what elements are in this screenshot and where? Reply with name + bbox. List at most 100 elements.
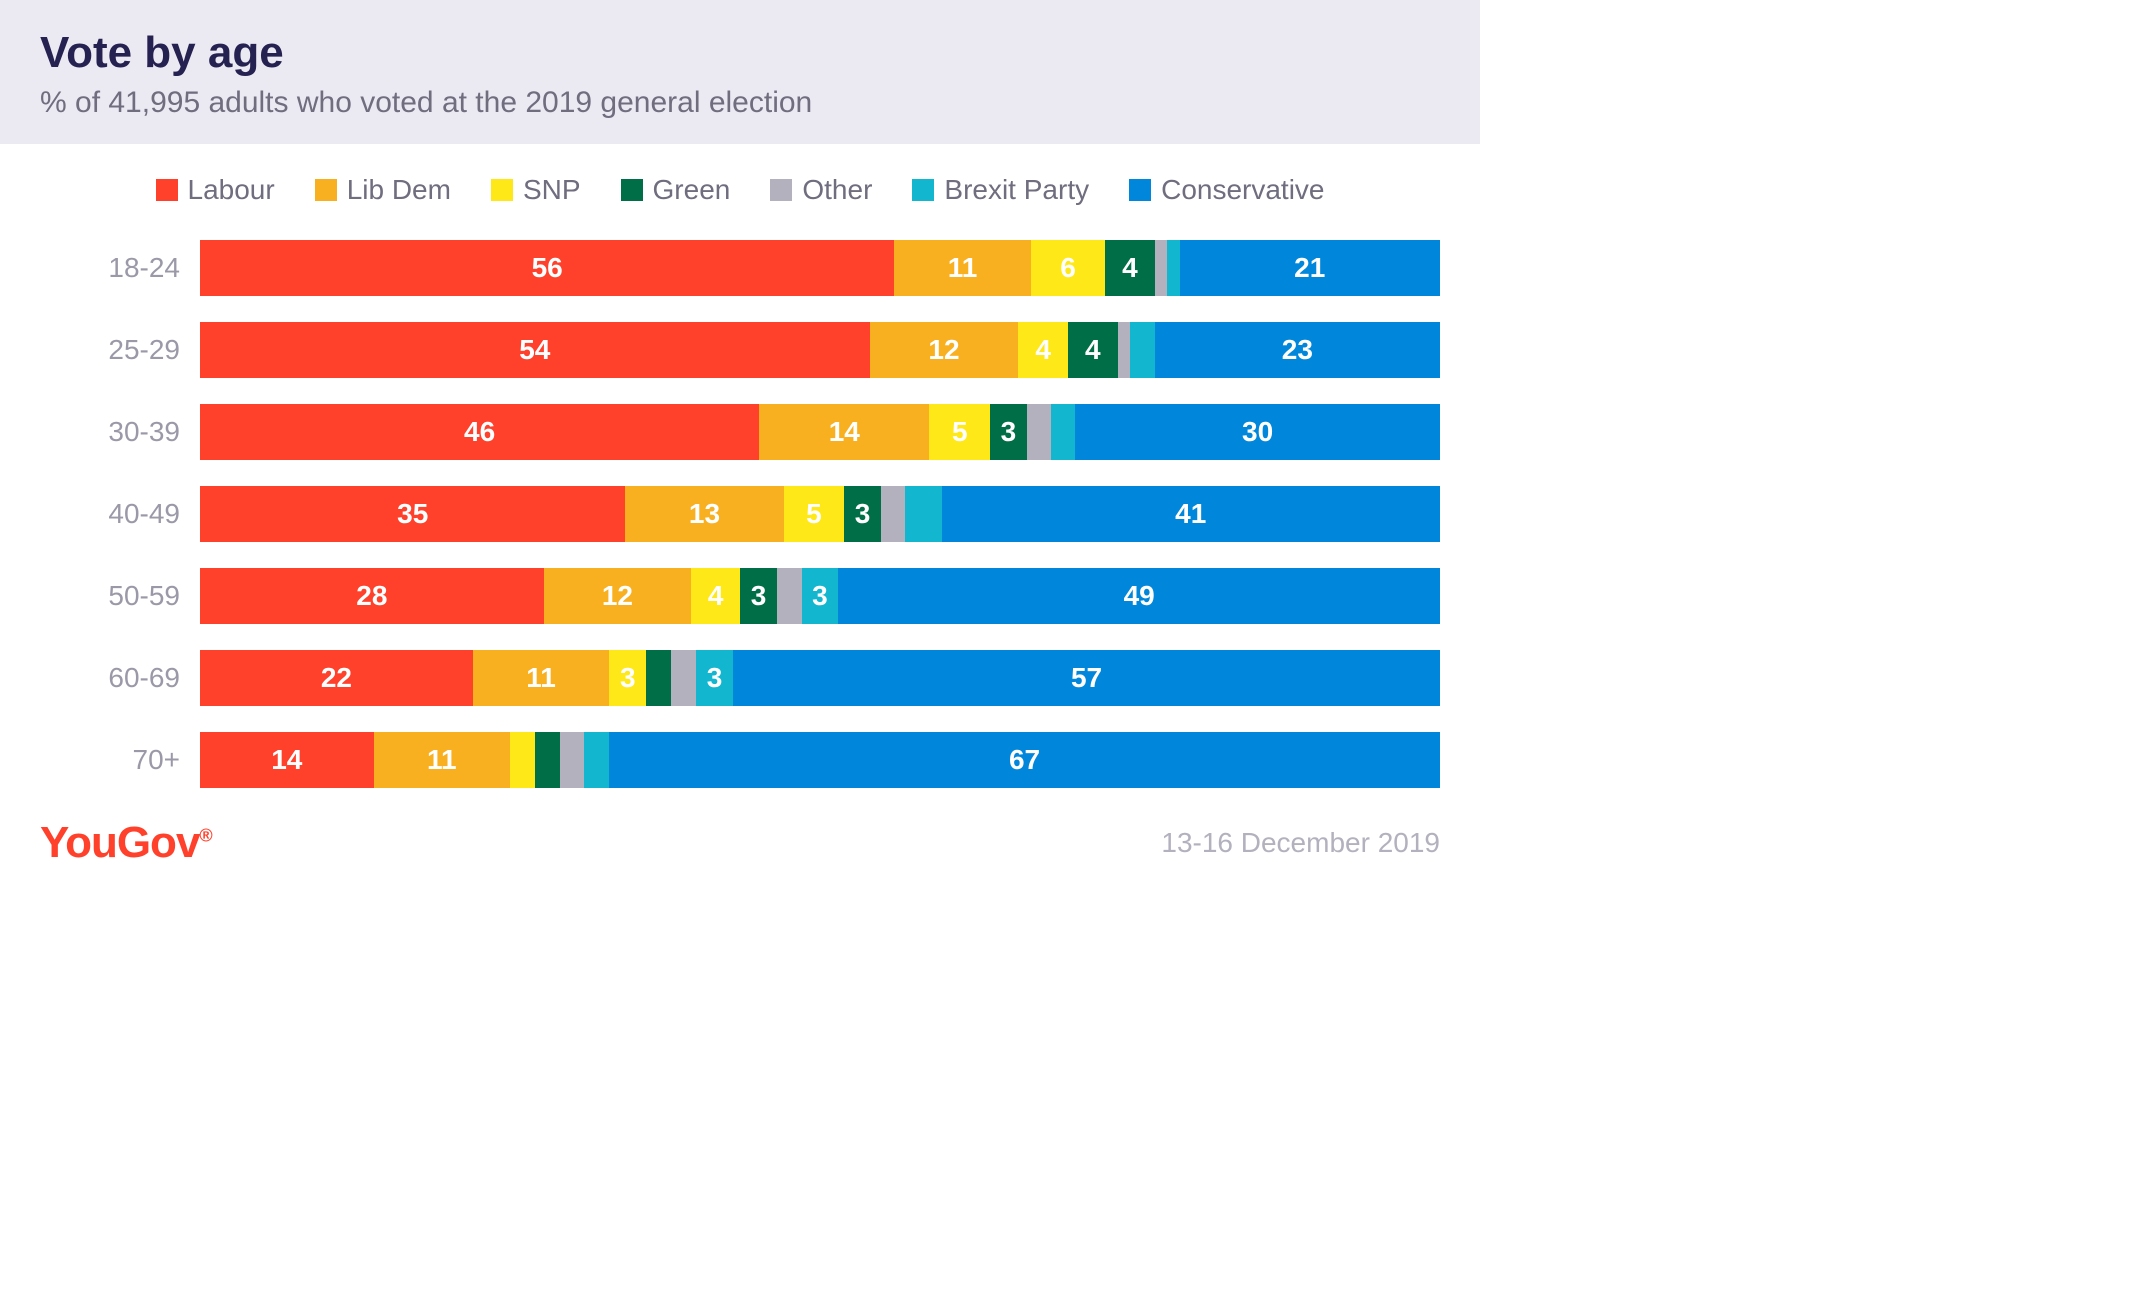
bar-segment-other xyxy=(671,650,696,706)
bar-segment-other xyxy=(560,732,585,788)
bar-segment-libdem: 14 xyxy=(759,404,929,460)
bar-row: 60-6922113357 xyxy=(80,650,1440,706)
bar-segment-libdem: 11 xyxy=(374,732,510,788)
bar-track: 1411 67 xyxy=(200,732,1440,788)
bar-track: 35135341 xyxy=(200,486,1440,542)
legend: Labour Lib Dem SNP Green Other Brexit Party Co… xyxy=(40,174,1440,206)
bar-segment-brexit xyxy=(1167,240,1179,296)
bar-segment-conservative: 41 xyxy=(942,486,1440,542)
legend-label: SNP xyxy=(523,174,581,206)
bar-segment-libdem: 11 xyxy=(894,240,1030,296)
bar-segment-brexit xyxy=(584,732,609,788)
bar-segment-other xyxy=(1155,240,1167,296)
legend-swatch xyxy=(491,179,513,201)
bar-segment-brexit xyxy=(905,486,941,542)
bar-row: 30-39 461453 30 xyxy=(80,404,1440,460)
legend-swatch xyxy=(770,179,792,201)
bar-segment-labour: 28 xyxy=(200,568,544,624)
bar-segment-green xyxy=(646,650,671,706)
legend-item-conservative: Conservative xyxy=(1129,174,1324,206)
age-group-label: 50-59 xyxy=(80,580,180,612)
bar-row: 40-4935135341 xyxy=(80,486,1440,542)
bar-segment-brexit: 3 xyxy=(696,650,733,706)
legend-label: Lib Dem xyxy=(347,174,451,206)
legend-item-labour: Labour xyxy=(156,174,275,206)
bar-segment-labour: 35 xyxy=(200,486,625,542)
age-group-label: 30-39 xyxy=(80,416,180,448)
bar-segment-other xyxy=(1118,322,1130,378)
brand-logo-text: YouGov xyxy=(40,818,199,867)
bar-track: 561164 21 xyxy=(200,240,1440,296)
bar-segment-green: 3 xyxy=(990,404,1026,460)
bar-row: 25-2954124423 xyxy=(80,322,1440,378)
bar-segment-conservative: 23 xyxy=(1155,322,1440,378)
legend-swatch xyxy=(621,179,643,201)
bar-segment-green: 4 xyxy=(1105,240,1155,296)
bar-segment-snp: 6 xyxy=(1031,240,1105,296)
legend-label: Green xyxy=(653,174,731,206)
bar-segment-conservative: 30 xyxy=(1075,404,1440,460)
bar-segment-snp: 4 xyxy=(691,568,740,624)
bar-row: 50-59281243349 xyxy=(80,568,1440,624)
bar-row: 70+ 1411 67 xyxy=(80,732,1440,788)
legend-item-libdem: Lib Dem xyxy=(315,174,451,206)
legend-label: Brexit Party xyxy=(944,174,1089,206)
bar-segment-green: 4 xyxy=(1068,322,1118,378)
bar-segment-conservative: 49 xyxy=(838,568,1440,624)
brand-logo: YouGov® xyxy=(40,818,212,868)
bar-segment-brexit xyxy=(1130,322,1155,378)
bar-segment-labour: 54 xyxy=(200,322,870,378)
bar-segment-conservative: 67 xyxy=(609,732,1440,788)
bar-track: 22113357 xyxy=(200,650,1440,706)
chart-subtitle: % of 41,995 adults who voted at the 2019… xyxy=(40,86,1440,120)
chart-area: Labour Lib Dem SNP Green Other Brexit Party Co… xyxy=(0,144,1480,808)
age-group-label: 25-29 xyxy=(80,334,180,366)
legend-label: Labour xyxy=(188,174,275,206)
bar-segment-other xyxy=(881,486,905,542)
bar-segment-other xyxy=(1027,404,1051,460)
bar-segment-labour: 46 xyxy=(200,404,759,460)
bar-track: 281243349 xyxy=(200,568,1440,624)
bar-segment-snp: 5 xyxy=(929,404,990,460)
bar-segment-libdem: 11 xyxy=(473,650,609,706)
chart-header: Vote by age % of 41,995 adults who voted… xyxy=(0,0,1480,144)
bar-segment-brexit xyxy=(1051,404,1075,460)
registered-mark: ® xyxy=(199,825,211,845)
bar-row: 18-24 561164 21 xyxy=(80,240,1440,296)
chart-title: Vote by age xyxy=(40,28,1440,78)
legend-label: Conservative xyxy=(1161,174,1324,206)
bar-segment-conservative: 21 xyxy=(1180,240,1440,296)
legend-item-snp: SNP xyxy=(491,174,581,206)
bar-segment-labour: 56 xyxy=(200,240,894,296)
bar-segment-green xyxy=(535,732,560,788)
bar-segment-brexit: 3 xyxy=(802,568,839,624)
bar-track: 461453 30 xyxy=(200,404,1440,460)
legend-item-green: Green xyxy=(621,174,731,206)
legend-label: Other xyxy=(802,174,872,206)
bar-segment-libdem: 13 xyxy=(625,486,783,542)
bar-container: 18-245611642125-295412442330-39461453304… xyxy=(40,240,1440,788)
bar-segment-libdem: 12 xyxy=(870,322,1019,378)
legend-item-other: Other xyxy=(770,174,872,206)
bar-segment-snp xyxy=(510,732,535,788)
bar-segment-green: 3 xyxy=(844,486,880,542)
bar-segment-libdem: 12 xyxy=(544,568,691,624)
bar-segment-other xyxy=(777,568,802,624)
legend-swatch xyxy=(1129,179,1151,201)
age-group-label: 18-24 xyxy=(80,252,180,284)
bar-segment-labour: 22 xyxy=(200,650,473,706)
bar-segment-snp: 3 xyxy=(609,650,646,706)
bar-segment-green: 3 xyxy=(740,568,777,624)
legend-item-brexit: Brexit Party xyxy=(912,174,1089,206)
bar-track: 54124423 xyxy=(200,322,1440,378)
bar-segment-conservative: 57 xyxy=(733,650,1440,706)
bar-segment-labour: 14 xyxy=(200,732,374,788)
legend-swatch xyxy=(156,179,178,201)
age-group-label: 40-49 xyxy=(80,498,180,530)
age-group-label: 60-69 xyxy=(80,662,180,694)
legend-swatch xyxy=(912,179,934,201)
date-range: 13-16 December 2019 xyxy=(1161,827,1440,859)
chart-footer: YouGov® 13-16 December 2019 xyxy=(0,808,1480,898)
bar-segment-snp: 4 xyxy=(1018,322,1068,378)
age-group-label: 70+ xyxy=(80,744,180,776)
